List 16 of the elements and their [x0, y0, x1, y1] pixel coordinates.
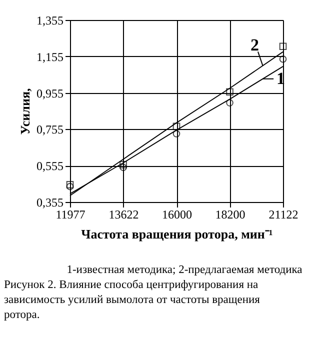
text: 1-известная методика; 2-предлагаемая методика	[66, 264, 302, 276]
y-tick-label: 0,755	[36, 122, 64, 137]
y-axis-title: Усилия,	[18, 88, 32, 135]
y-tick-label: 0,955	[36, 86, 64, 100]
series-label: 2	[250, 36, 260, 55]
x-tick-label: 21122	[268, 208, 298, 222]
y-tick-label: 0,555	[36, 159, 64, 174]
x-tick-label: 11977	[56, 208, 86, 222]
x-tick-label: 13622	[108, 208, 139, 222]
y-tick-label: 1,155	[36, 50, 64, 64]
text: Рисунок 2. Влияние способа центрифугирования на зависимость усилий вымолота от частоты вращения ротора.	[4, 279, 261, 321]
y-tick-label: 0,355	[36, 196, 64, 210]
x-tick-label: 16000	[162, 208, 192, 222]
x-tick-label: 18200	[215, 208, 246, 222]
x-axis-title: Частота вращения ротора, мин⁻¹	[81, 226, 273, 242]
y-tick-label: 1,355	[36, 14, 64, 28]
